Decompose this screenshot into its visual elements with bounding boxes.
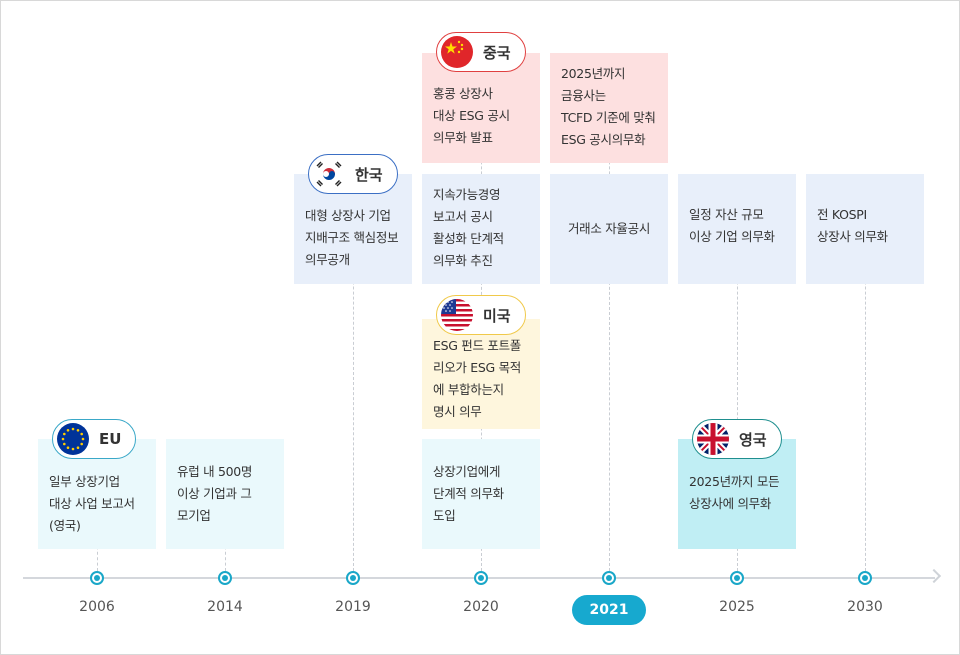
year-label-2006: 2006 xyxy=(79,599,115,615)
badge-usa: 미국 xyxy=(436,295,526,335)
korea-flag-icon xyxy=(313,158,345,190)
badge-eu-label: EU xyxy=(99,430,122,448)
badge-uk: 영국 xyxy=(692,419,782,459)
guide-line-2006 xyxy=(97,541,98,571)
year-label-2014: 2014 xyxy=(207,599,243,615)
badge-usa-label: 미국 xyxy=(483,306,511,325)
guide-line-2025 xyxy=(737,181,738,571)
badge-korea-label: 한국 xyxy=(355,165,383,184)
badge-china-label: 중국 xyxy=(483,43,511,62)
timeline-dot-2021 xyxy=(602,571,616,585)
usa-flag-icon xyxy=(441,299,473,331)
guide-line-2019 xyxy=(353,181,354,571)
year-label-2021-active: 2021 xyxy=(572,595,646,625)
card-china-2020: 홍콩 상장사 대상 ESG 공시 의무화 발표 xyxy=(422,53,540,163)
eu-flag-icon xyxy=(57,423,89,455)
timeline-arrow-icon xyxy=(926,568,942,584)
timeline-dot-2006 xyxy=(90,571,104,585)
timeline-dot-2014 xyxy=(218,571,232,585)
china-flag-icon xyxy=(441,36,473,68)
card-korea-2025: 일정 자산 규모 이상 기업 의무화 xyxy=(678,174,796,284)
uk-flag-icon xyxy=(697,423,729,455)
badge-china: 중국 xyxy=(436,32,526,72)
card-china-2021: 2025년까지 금융사는 TCFD 기준에 맞춰 ESG 공시의무화 xyxy=(550,53,668,163)
badge-uk-label: 영국 xyxy=(739,430,767,449)
card-usa-2020: ESG 펀드 포트폴 리오가 ESG 목적 에 부합하는지 명시 의무 xyxy=(422,319,540,429)
year-label-2030: 2030 xyxy=(847,599,883,615)
badge-eu: EU xyxy=(52,419,137,459)
card-eu-2020: 상장기업에게 단계적 의무화 도입 xyxy=(422,439,540,549)
timeline-dot-2030 xyxy=(858,571,872,585)
timeline-dot-2019 xyxy=(346,571,360,585)
badge-korea: 한국 xyxy=(308,154,398,194)
year-label-2020: 2020 xyxy=(463,599,499,615)
timeline-dot-2025 xyxy=(730,571,744,585)
timeline-dot-2020 xyxy=(474,571,488,585)
card-eu-2014: 유럽 내 500명 이상 기업과 그 모기업 xyxy=(166,439,284,549)
card-korea-2021: 거래소 자율공시 xyxy=(550,174,668,284)
guide-line-2014 xyxy=(225,541,226,571)
guide-line-2030 xyxy=(865,181,866,571)
card-uk-2025: 2025년까지 모든 상장사에 의무화 xyxy=(678,439,796,549)
card-korea-2020: 지속가능경영 보고서 공시 활성화 단계적 의무화 추진 xyxy=(422,174,540,284)
guide-line-2021 xyxy=(609,61,610,571)
year-label-2019: 2019 xyxy=(335,599,371,615)
card-korea-2030: 전 KOSPI 상장사 의무화 xyxy=(806,174,924,284)
year-label-2025: 2025 xyxy=(719,599,755,615)
